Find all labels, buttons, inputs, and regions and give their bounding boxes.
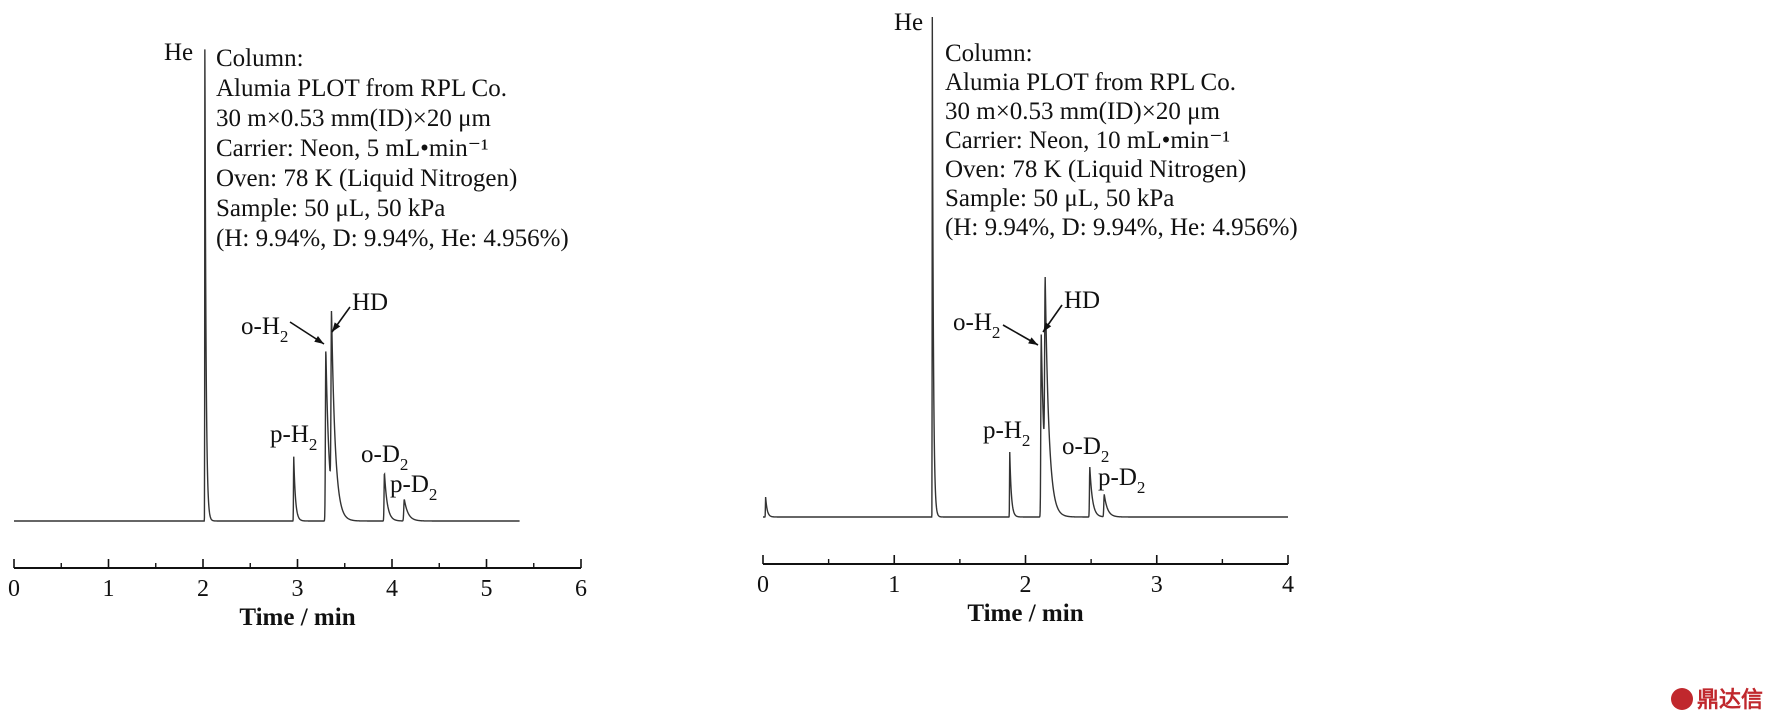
watermark-text: 鼎达信 [1697,687,1763,713]
peak-label-name: o-D [361,441,400,468]
peak-label-name: o-D [1062,433,1101,460]
x-axis-title: Time / min [967,600,1083,627]
peak-label-name: o-H [241,313,280,340]
peak-label: o-D2 [361,441,408,474]
column-conditions-line: 30 m×0.53 mm(ID)×20 μm [216,105,491,132]
watermark-logo-icon [1671,688,1693,710]
peak-label: p-H2 [983,417,1030,450]
peak-label: HD [1064,287,1100,314]
column-conditions-line: Carrier: Neon, 10 mL•min⁻¹ [945,127,1230,154]
column-conditions-line: Sample: 50 μL, 50 kPa [945,185,1174,212]
peak-label-subscript: 2 [400,455,409,474]
x-tick-label: 3 [292,576,304,602]
column-conditions-line: Alumia PLOT from RPL Co. [945,69,1236,96]
x-tick-label: 4 [386,576,398,602]
peak-label-subscript: 2 [429,485,438,504]
column-conditions-line: Carrier: Neon, 5 mL•min⁻¹ [216,135,488,162]
column-conditions-line: (H: 9.94%, D: 9.94%, He: 4.956%) [945,214,1298,241]
peak-label-arrowhead [314,336,324,344]
x-tick-label: 0 [757,572,769,598]
peak-label-subscript: 2 [1022,431,1031,450]
peak-label-name: HD [1064,287,1100,314]
x-tick-label: 3 [1151,572,1163,598]
peak-label: o-H2 [241,313,288,346]
peak-label: o-H2 [953,309,1000,342]
peak-label-name: o-H [953,309,992,336]
peak-label: p-H2 [270,421,317,454]
peak-label-arrowhead [1043,322,1052,332]
chromatogram-panel-left: 0 1 2 3 4 5 6 Time / min Column: Alumia PLOT from… [8,39,587,631]
peak-label-he: He [164,39,193,66]
watermark: 鼎达信 [1671,687,1763,713]
column-conditions-line: Alumia PLOT from RPL Co. [216,75,507,102]
x-tick-label: 4 [1282,572,1294,598]
column-conditions-line: Oven: 78 K (Liquid Nitrogen) [945,156,1246,183]
x-tick-label: 6 [575,576,587,602]
peak-label: HD [352,289,388,316]
peak-label-subscript: 2 [280,327,289,346]
x-tick-label: 1 [103,576,115,602]
column-conditions-line: Column: [945,40,1033,67]
chromatogram-trace [14,49,520,522]
peak-label-subscript: 2 [1101,447,1110,466]
peak-label: p-D2 [390,471,437,504]
column-conditions-line: Column: [216,45,304,72]
peak-label-name: p-H [270,421,309,448]
peak-label-subscript: 2 [309,435,318,454]
column-conditions-line: (H: 9.94%, D: 9.94%, He: 4.956%) [216,225,569,252]
x-axis-title: Time / min [239,604,355,631]
peak-label-subscript: 2 [992,323,1001,342]
peak-label-he: He [894,9,923,36]
peak-label: p-D2 [1098,464,1145,497]
x-tick-label: 0 [8,576,20,602]
peak-label-name: HD [352,289,388,316]
peak-label-name: p-D [390,471,429,498]
peak-label-name: p-D [1098,464,1137,491]
column-conditions-line: 30 m×0.53 mm(ID)×20 μm [945,98,1220,125]
peak-label-arrowhead [332,322,341,332]
x-tick-label: 2 [197,576,209,602]
peak-label-arrowhead [1028,337,1038,345]
x-tick-label: 2 [1020,572,1032,598]
column-conditions-line: Oven: 78 K (Liquid Nitrogen) [216,165,517,192]
chromatogram-trace [763,16,1288,518]
column-conditions-line: Sample: 50 μL, 50 kPa [216,195,445,222]
peak-label: o-D2 [1062,433,1109,466]
chromatogram-panel-right: 0 1 2 3 4 Time / min Column:Alumia PLOT from R… [757,9,1298,627]
peak-label-name: p-H [983,417,1022,444]
x-tick-label: 1 [888,572,900,598]
x-tick-label: 5 [481,576,493,602]
peak-label-subscript: 2 [1137,478,1146,497]
